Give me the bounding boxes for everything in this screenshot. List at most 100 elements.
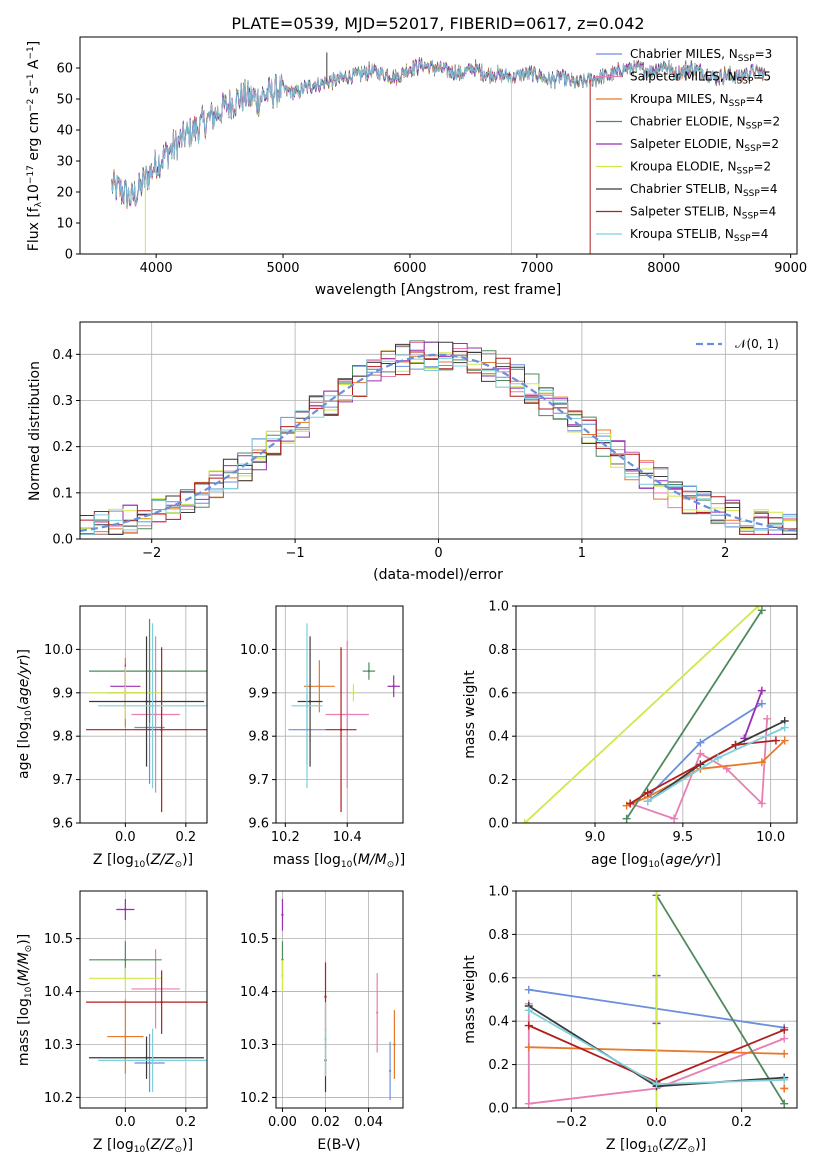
point-kroupa_stelib — [151, 1059, 154, 1062]
weight-marker-kroupa_elodie — [652, 1104, 661, 1108]
weight-marker-chabrier_elodie — [780, 1099, 789, 1108]
point-kroupa_miles — [318, 685, 321, 688]
y-tick-label: 1.0 — [488, 885, 509, 900]
y-axis-label: Flux [fλ10−17 erg cm−2 s−1 A−1] — [26, 41, 44, 251]
axes-spectrum: 4000 5000 6000 7000 8000 9000 0 10 20 30 40 50 60 — [56, 62, 807, 277]
axes-mass_vs_EBV: 0.00 0.02 0.04 10.2 10.3 10.4 10.5 — [240, 891, 403, 1130]
y-tick-label: 10.5 — [240, 932, 269, 947]
y-tick-label: 0.2 — [488, 773, 509, 788]
point-salpeter_stelib — [324, 995, 327, 999]
x-tick-label: 8000 — [647, 261, 680, 276]
weight-marker-salpeter_stelib — [643, 788, 652, 797]
point-kroupa_elodie — [124, 691, 127, 694]
legend-label: Chabrier ELODIE, NSSP=2 — [630, 115, 780, 132]
weight-line-chabrier_elodie — [655, 894, 785, 1105]
x-tick-label: 0.2 — [175, 830, 196, 845]
x-tick-label: 10.0 — [756, 830, 785, 845]
y-tick-label: 0.6 — [488, 971, 509, 986]
y-tick-label: 0.1 — [52, 486, 73, 501]
weight-marker-kroupa_stelib — [652, 1080, 661, 1089]
y-tick-label: 10.2 — [240, 1091, 269, 1106]
x-tick-label: 0.00 — [268, 1115, 297, 1130]
y-tick-label: 20 — [56, 186, 73, 201]
weight-marker-salpeter_stelib — [771, 736, 780, 745]
weight-marker-chabrier_miles — [696, 738, 705, 747]
point-chabrier_elodie — [148, 669, 151, 673]
weight-marker-kroupa_miles — [757, 758, 766, 767]
frame-age_vs_mass — [275, 605, 404, 824]
point-chabrier_stelib — [308, 700, 312, 703]
weight-marker-kroupa_stelib — [780, 1075, 789, 1084]
point-kroupa_miles — [393, 1043, 396, 1046]
y-tick-label: 0.0 — [52, 533, 73, 548]
y-tick-label: 10.0 — [44, 643, 73, 658]
x-tick-label: 4000 — [140, 261, 173, 276]
spectrum-line-kroupa_stelib — [111, 60, 766, 206]
axes-weight_vs_age: 9.0 9.5 10.0 0.0 0.2 0.4 0.6 0.8 1.0 — [488, 600, 797, 845]
legend-label: Salpeter MILES, NSSP=5 — [630, 70, 771, 87]
y-tick-label: 10.2 — [44, 1091, 73, 1106]
x-tick-label: 0.2 — [175, 1115, 196, 1130]
weight-marker-kroupa_miles — [780, 1084, 789, 1093]
y-tick-label: 10.5 — [44, 932, 73, 947]
y-tick-label: 0.2 — [52, 440, 73, 455]
points-mass_vs_EBV — [281, 898, 396, 1101]
point-chabrier_stelib — [145, 700, 148, 703]
point-chabrier_miles — [388, 1069, 392, 1073]
x-axis-label: Z [log10(Z/Z⊙)] — [93, 1137, 193, 1155]
spectrum-frame — [79, 36, 798, 255]
weight-marker-chabrier_elodie — [757, 606, 766, 615]
weight-marker-kroupa_stelib — [524, 1006, 533, 1015]
point-chabrier_elodie — [124, 958, 127, 962]
x-tick-label: 10.2 — [271, 830, 300, 845]
point-salpeter_stelib — [160, 728, 163, 731]
y-tick-label: 9.9 — [248, 686, 269, 701]
weight-marker-kroupa_miles — [780, 1049, 789, 1058]
weight-marker-chabrier_miles — [757, 699, 766, 708]
x-tick-label: 9000 — [774, 261, 807, 276]
y-tick-label: 50 — [56, 93, 73, 108]
y-tick-label: 0.0 — [488, 1102, 509, 1117]
axes-age_vs_mass: 10.2 10.4 9.6 9.7 9.8 9.9 10.0 — [240, 606, 403, 845]
y-tick-label: 0.4 — [488, 730, 509, 745]
x-tick-label: 9.5 — [673, 830, 694, 845]
weight-marker-kroupa_elodie — [754, 606, 763, 610]
point-kroupa_elodie — [281, 974, 284, 977]
x-axis-label: Z [log10(Z/Z⊙)] — [606, 1137, 706, 1155]
point-chabrier_miles — [148, 1061, 151, 1065]
x-axis-label: E(B-V) — [317, 1137, 360, 1153]
x-tick-label: 6000 — [393, 261, 426, 276]
x-tick-label: −0.2 — [556, 1115, 588, 1130]
x-tick-label: −2 — [142, 546, 161, 561]
point-salpeter_elodie — [281, 913, 284, 917]
y-tick-label: 30 — [56, 155, 73, 170]
x-tick-label: 0 — [434, 546, 442, 561]
y-tick-label: 0 — [65, 248, 73, 263]
point-salpeter_stelib — [160, 1000, 163, 1004]
legend-label: Salpeter ELODIE, NSSP=2 — [630, 137, 779, 154]
y-tick-label: 9.9 — [52, 686, 73, 701]
y-tick-label: 9.6 — [52, 817, 73, 832]
weight-line-salpeter_miles — [527, 1003, 785, 1105]
x-axis-label: (data-model)/error — [373, 567, 503, 583]
weight-line-chabrier_elodie — [625, 609, 763, 820]
y-tick-label: 9.7 — [52, 773, 73, 788]
axes-age_vs_Z: 0.0 0.2 9.6 9.7 9.8 9.9 10.0 — [44, 606, 207, 845]
lines-weight_vs_age — [520, 606, 789, 823]
weight-marker-salpeter_miles — [763, 714, 772, 723]
x-tick-label: 7000 — [520, 261, 553, 276]
legend-label: Kroupa ELODIE, NSSP=2 — [630, 160, 771, 177]
y-tick-label: 60 — [56, 62, 73, 77]
y-axis-label: age [log10(age/yr)] — [16, 649, 34, 779]
point-salpeter_stelib — [339, 728, 343, 731]
y-tick-label: 0.3 — [52, 394, 73, 409]
points-age_vs_Z — [86, 619, 207, 813]
weight-marker-kroupa_elodie — [652, 891, 661, 895]
frame-mass_vs_Z — [79, 890, 208, 1109]
x-axis-label: Z [log10(Z/Z⊙)] — [93, 852, 193, 870]
y-tick-label: 10.4 — [44, 985, 73, 1000]
legend-label: Kroupa STELIB, NSSP=4 — [630, 227, 768, 244]
y-tick-label: 0.0 — [488, 817, 509, 832]
y-axis-label: Normed distribution — [27, 361, 43, 501]
